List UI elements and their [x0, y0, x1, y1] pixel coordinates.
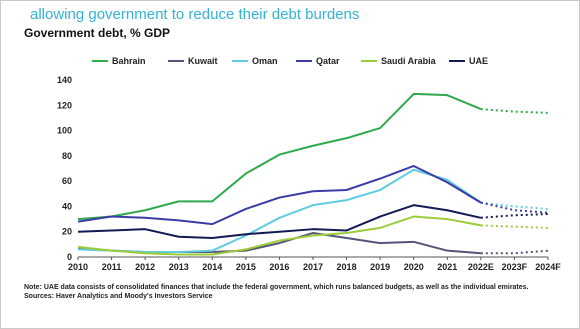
chart-title: Government debt, % GDP: [24, 26, 171, 40]
x-tick-label: 2014: [202, 262, 222, 272]
y-tick-label: 80: [62, 151, 72, 161]
legend-label: UAE: [469, 56, 488, 66]
x-tick-label: 2023F: [502, 262, 528, 272]
y-tick-label: 60: [62, 176, 72, 186]
x-tick-label: 2018: [337, 262, 357, 272]
y-tick-label: 120: [57, 100, 72, 110]
x-tick-label: 2022E: [468, 262, 494, 272]
series-forecast-line: [480, 249, 549, 255]
series-forecast-line: [480, 213, 549, 219]
x-tick-label: 2019: [370, 262, 390, 272]
series-forecast-line: [480, 224, 549, 229]
series-forecast-line: [480, 108, 549, 114]
series-forecast-line: [480, 201, 549, 214]
legend-label: Saudi Arabia: [381, 56, 437, 66]
y-tick-label: 0: [67, 252, 72, 262]
legend-label: Qatar: [316, 56, 340, 66]
x-tick-label: 2016: [269, 262, 289, 272]
series-forecast-line: [480, 201, 549, 210]
x-tick-label: 2012: [135, 262, 155, 272]
note-text: Note: UAE data consists of consolidated …: [24, 284, 529, 291]
y-tick-label: 100: [57, 126, 72, 136]
series-line: [77, 231, 481, 255]
x-tick-label: 2024F: [535, 262, 561, 272]
x-tick-label: 2011: [102, 262, 122, 272]
x-tick-label: 2015: [236, 262, 256, 272]
series-line: [77, 215, 482, 256]
series-line: [77, 164, 482, 226]
y-tick-label: 20: [62, 227, 72, 237]
chart-note: Note: UAE data consists of consolidated …: [24, 283, 564, 301]
legend-label: Kuwait: [188, 56, 218, 66]
x-tick-label: 2021: [437, 262, 457, 272]
chart-heading: allowing government to reduce their debt…: [30, 6, 360, 23]
x-tick-label: 2020: [404, 262, 424, 272]
x-tick-label: 2017: [303, 262, 323, 272]
series-line: [77, 168, 482, 253]
legend-label: Oman: [252, 56, 278, 66]
legend-label: Bahrain: [112, 56, 146, 66]
series-line: [77, 204, 482, 240]
sources-text: Sources: Haver Analytics and Moody's Inv…: [24, 293, 213, 300]
series-line: [77, 92, 482, 221]
y-tick-label: 40: [62, 201, 72, 211]
x-tick-label: 2013: [169, 262, 189, 272]
x-tick-label: 2010: [68, 262, 88, 272]
y-tick-label: 140: [57, 75, 72, 85]
